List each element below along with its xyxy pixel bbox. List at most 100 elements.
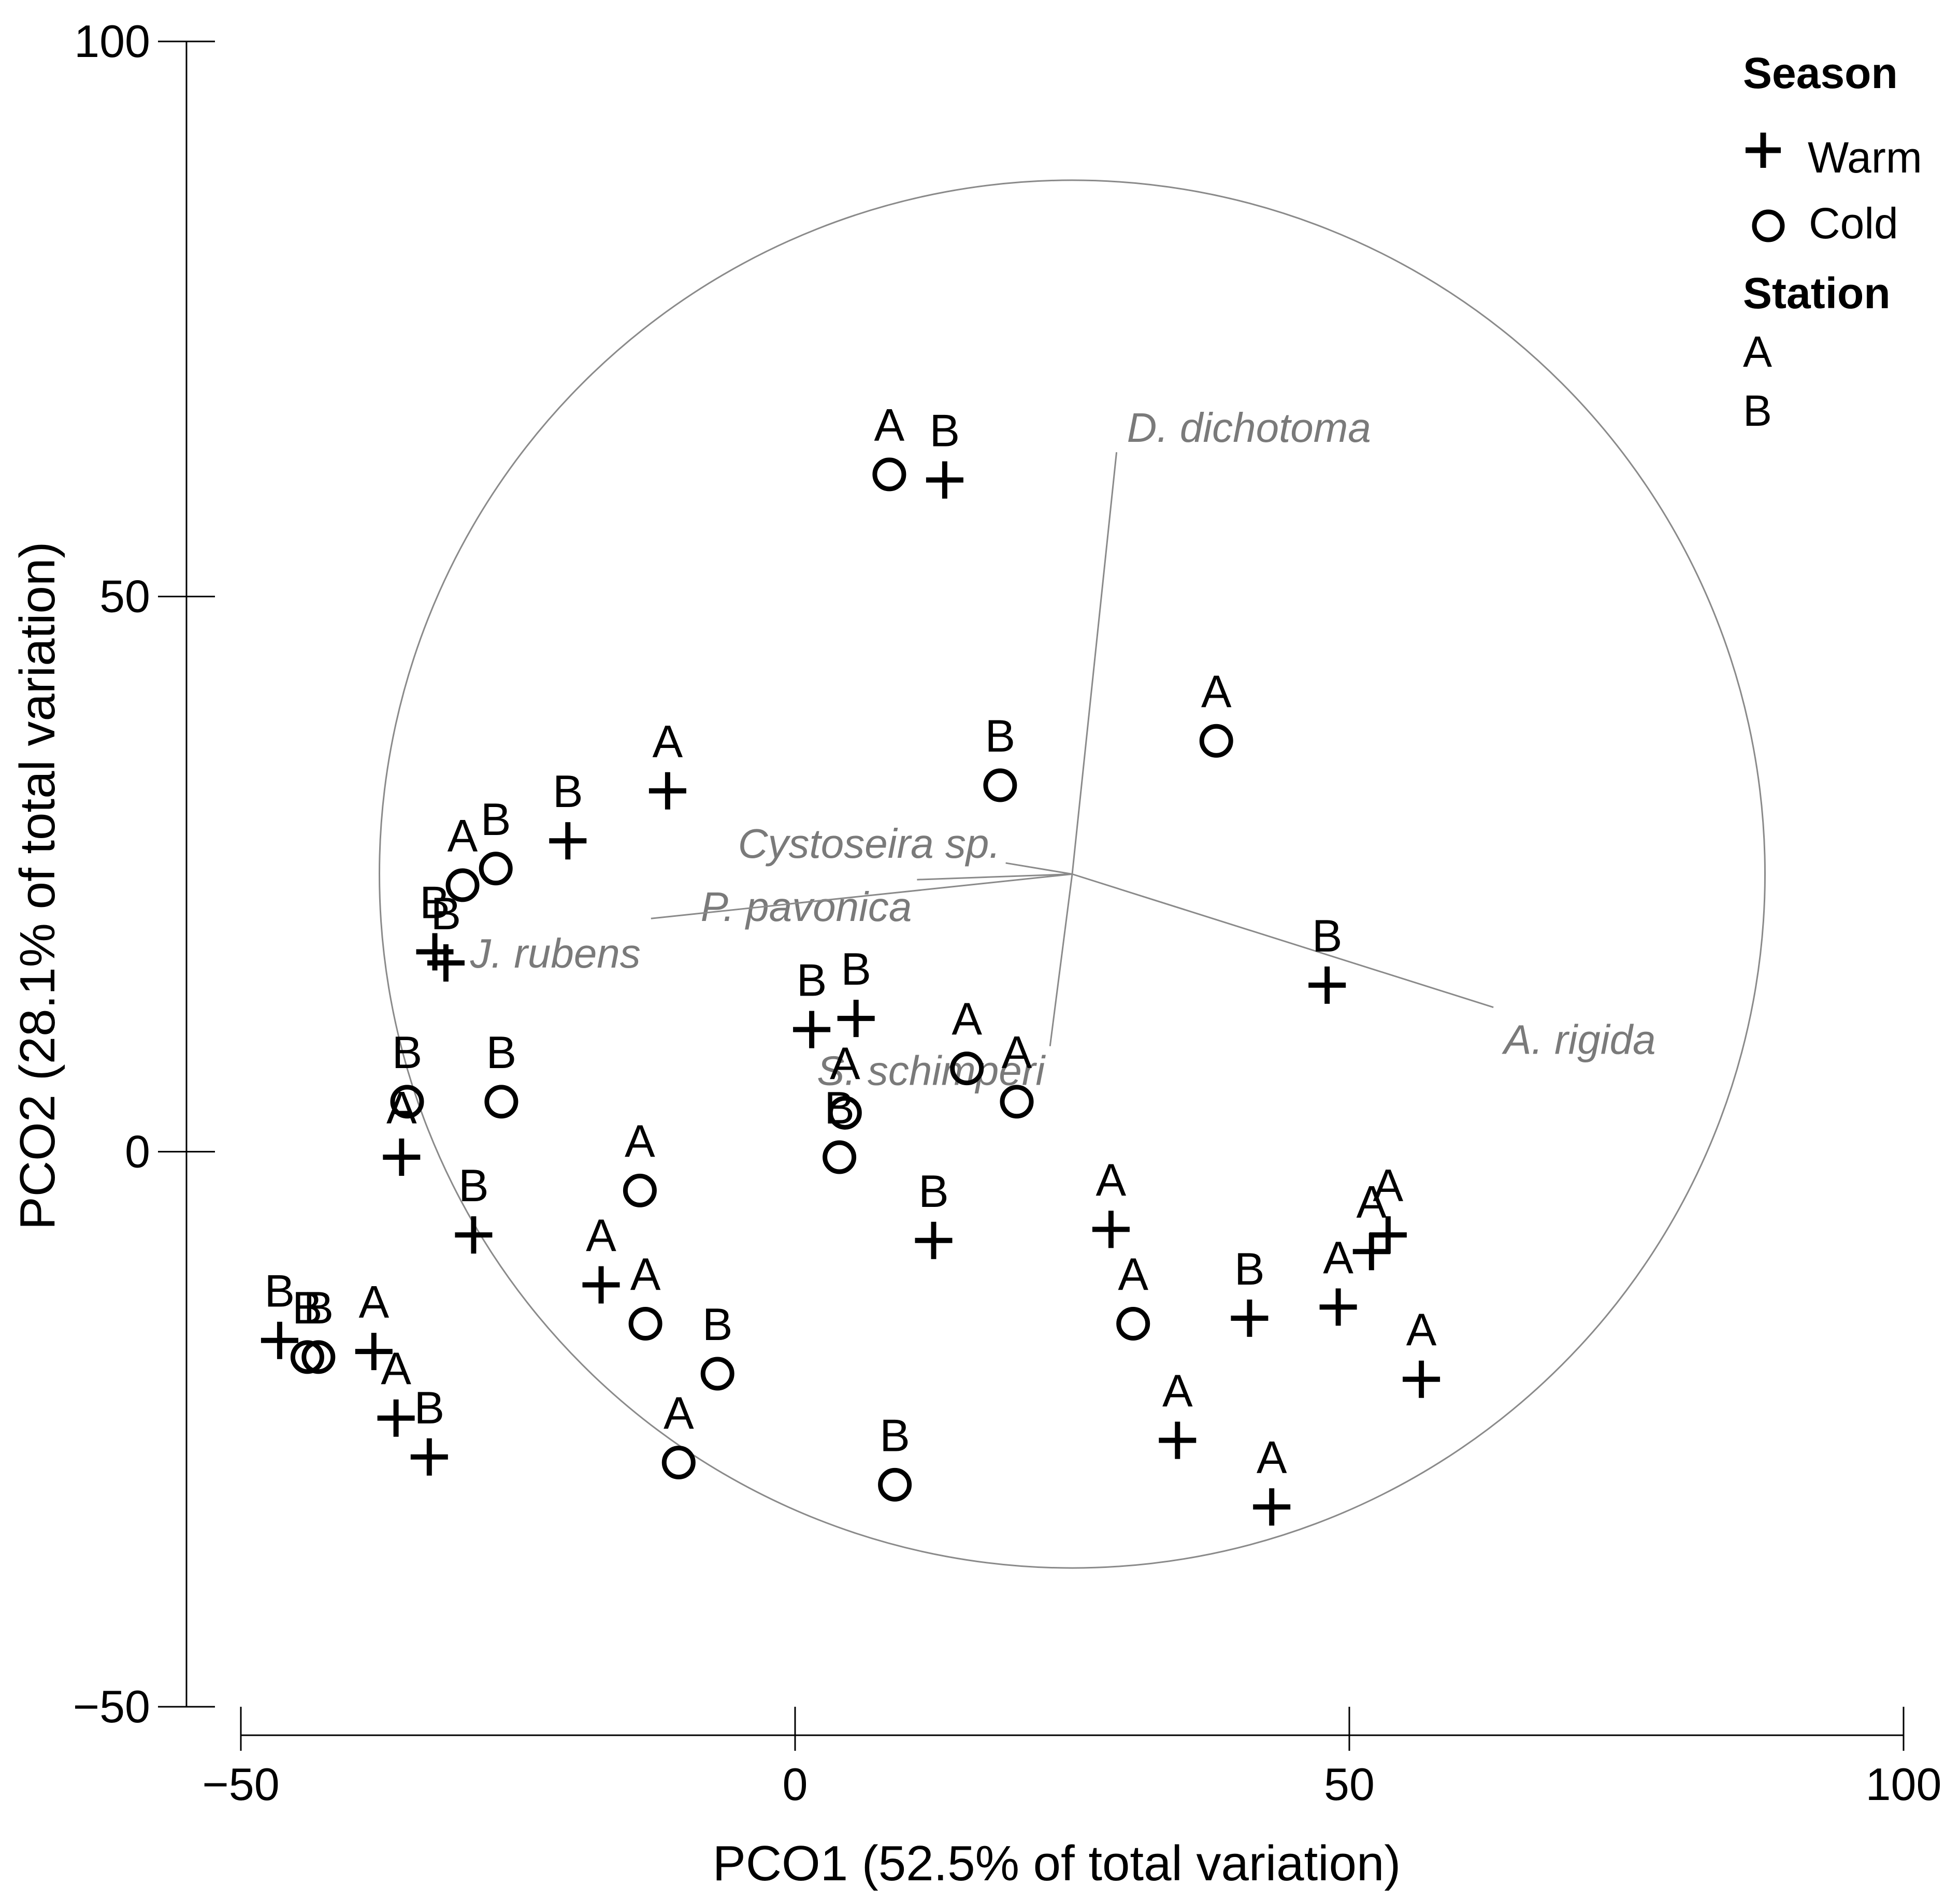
station-label: B xyxy=(458,1160,489,1211)
station-label: B xyxy=(486,1027,517,1078)
station-label: A xyxy=(830,1038,860,1089)
station-label: A xyxy=(586,1210,616,1261)
cold-point: B xyxy=(290,1282,324,1374)
circle-marker xyxy=(950,1052,984,1086)
station-label: A xyxy=(874,399,905,451)
station-label: A xyxy=(952,993,982,1045)
circle-marker xyxy=(390,1085,424,1119)
circle-marker xyxy=(661,1445,696,1479)
circle-marker xyxy=(628,1307,662,1341)
vector-layer: D. dichotoma Cystoseira sp. P. pavonica J. … xyxy=(470,405,1656,1094)
correlation-circle xyxy=(379,179,1766,1569)
station-label: A xyxy=(1201,666,1232,717)
circle-marker xyxy=(623,1173,657,1207)
warm-point: B xyxy=(455,1160,493,1254)
legend: Season Warm Cold Station A B xyxy=(1743,49,1922,435)
circle-marker xyxy=(290,1340,324,1374)
y-tick-label: 100 xyxy=(74,16,150,67)
station-label: A xyxy=(630,1249,661,1300)
station-label: B xyxy=(431,888,462,939)
station-label: B xyxy=(841,943,871,995)
vector-label: P. pavonica xyxy=(701,884,912,930)
cold-point: B xyxy=(390,1027,424,1119)
warm-point: A xyxy=(1352,1176,1390,1271)
station-label: A xyxy=(448,810,478,861)
vector-line xyxy=(1005,862,1073,875)
warm-point: A xyxy=(1253,1432,1291,1526)
warm-point: A xyxy=(1369,1160,1407,1254)
station-label: A xyxy=(1118,1249,1148,1300)
x-tick-label: −50 xyxy=(202,1759,279,1810)
y-tick-label: −50 xyxy=(73,1681,150,1732)
vector-line xyxy=(651,873,1073,919)
legend-item-warm: Warm xyxy=(1746,133,1922,182)
station-label: B xyxy=(1234,1243,1265,1294)
vector-label: Cystoseira sp. xyxy=(738,820,1001,867)
correlation-circle-layer xyxy=(379,179,1766,1569)
warm-point: A xyxy=(1403,1304,1440,1398)
vector-line xyxy=(1071,452,1118,874)
station-label: B xyxy=(702,1299,733,1350)
warm-point: B xyxy=(926,405,963,499)
cold-point: A xyxy=(661,1387,696,1479)
circle-marker xyxy=(479,852,513,886)
legend-station-b: B xyxy=(1743,386,1772,435)
station-label: A xyxy=(1096,1154,1127,1205)
station-label: B xyxy=(414,1382,444,1433)
station-label: A xyxy=(381,1343,411,1394)
legend-circle-marker xyxy=(1752,209,1785,242)
cold-point: A xyxy=(628,1249,662,1341)
circle-marker xyxy=(700,1357,734,1391)
station-label: A xyxy=(1002,1027,1032,1078)
x-tick-label: 0 xyxy=(783,1759,808,1810)
circle-marker xyxy=(872,457,906,492)
station-label: A xyxy=(1323,1232,1353,1283)
station-label: B xyxy=(797,955,827,1006)
circle-marker xyxy=(1000,1085,1034,1119)
cold-point: B xyxy=(823,1082,857,1174)
cold-point: B xyxy=(479,794,513,886)
station-label: B xyxy=(481,794,511,845)
station-label: A xyxy=(1356,1176,1387,1228)
station-label: B xyxy=(292,1282,323,1333)
legend-station-title: Station xyxy=(1743,269,1891,318)
circle-marker xyxy=(301,1340,336,1374)
station-label: A xyxy=(653,716,683,767)
legend-season-title: Season xyxy=(1743,49,1898,97)
warm-point: A xyxy=(582,1210,620,1304)
station-label: A xyxy=(358,1276,389,1328)
cold-point: A xyxy=(828,1038,862,1130)
vector-label: J. rubens xyxy=(470,930,641,976)
station-label: B xyxy=(553,766,583,817)
circle-marker xyxy=(823,1140,857,1174)
vector-line xyxy=(917,873,1073,881)
station-label: B xyxy=(420,877,450,928)
cold-point: A xyxy=(1116,1249,1150,1341)
cold-point: A xyxy=(623,1115,657,1207)
circle-marker xyxy=(983,768,1017,802)
legend-item-cold: Cold xyxy=(1752,199,1898,248)
cold-point: B xyxy=(301,1282,336,1374)
vector-label: A. rigida xyxy=(1502,1017,1655,1063)
station-label: A xyxy=(664,1387,694,1438)
warm-point: A xyxy=(1092,1154,1130,1248)
cold-point: A xyxy=(872,399,906,492)
warm-point: B xyxy=(410,1382,448,1476)
cold-point: A xyxy=(1199,666,1233,758)
vector-label: D. dichotoma xyxy=(1127,405,1371,451)
station-label: B xyxy=(930,405,960,456)
legend-station-a: A xyxy=(1743,327,1772,376)
station-label: B xyxy=(880,1409,910,1461)
legend-label-warm: Warm xyxy=(1808,133,1922,182)
legend-plus-marker xyxy=(1746,133,1781,168)
warm-point: A xyxy=(1319,1232,1357,1326)
station-label: B xyxy=(1312,910,1343,961)
warm-point: B xyxy=(1308,910,1346,1004)
station-label: A xyxy=(1373,1160,1404,1211)
circle-marker xyxy=(1199,724,1233,758)
circle-marker xyxy=(828,1096,862,1130)
cold-point: A xyxy=(445,810,480,902)
station-label: B xyxy=(918,1165,949,1217)
